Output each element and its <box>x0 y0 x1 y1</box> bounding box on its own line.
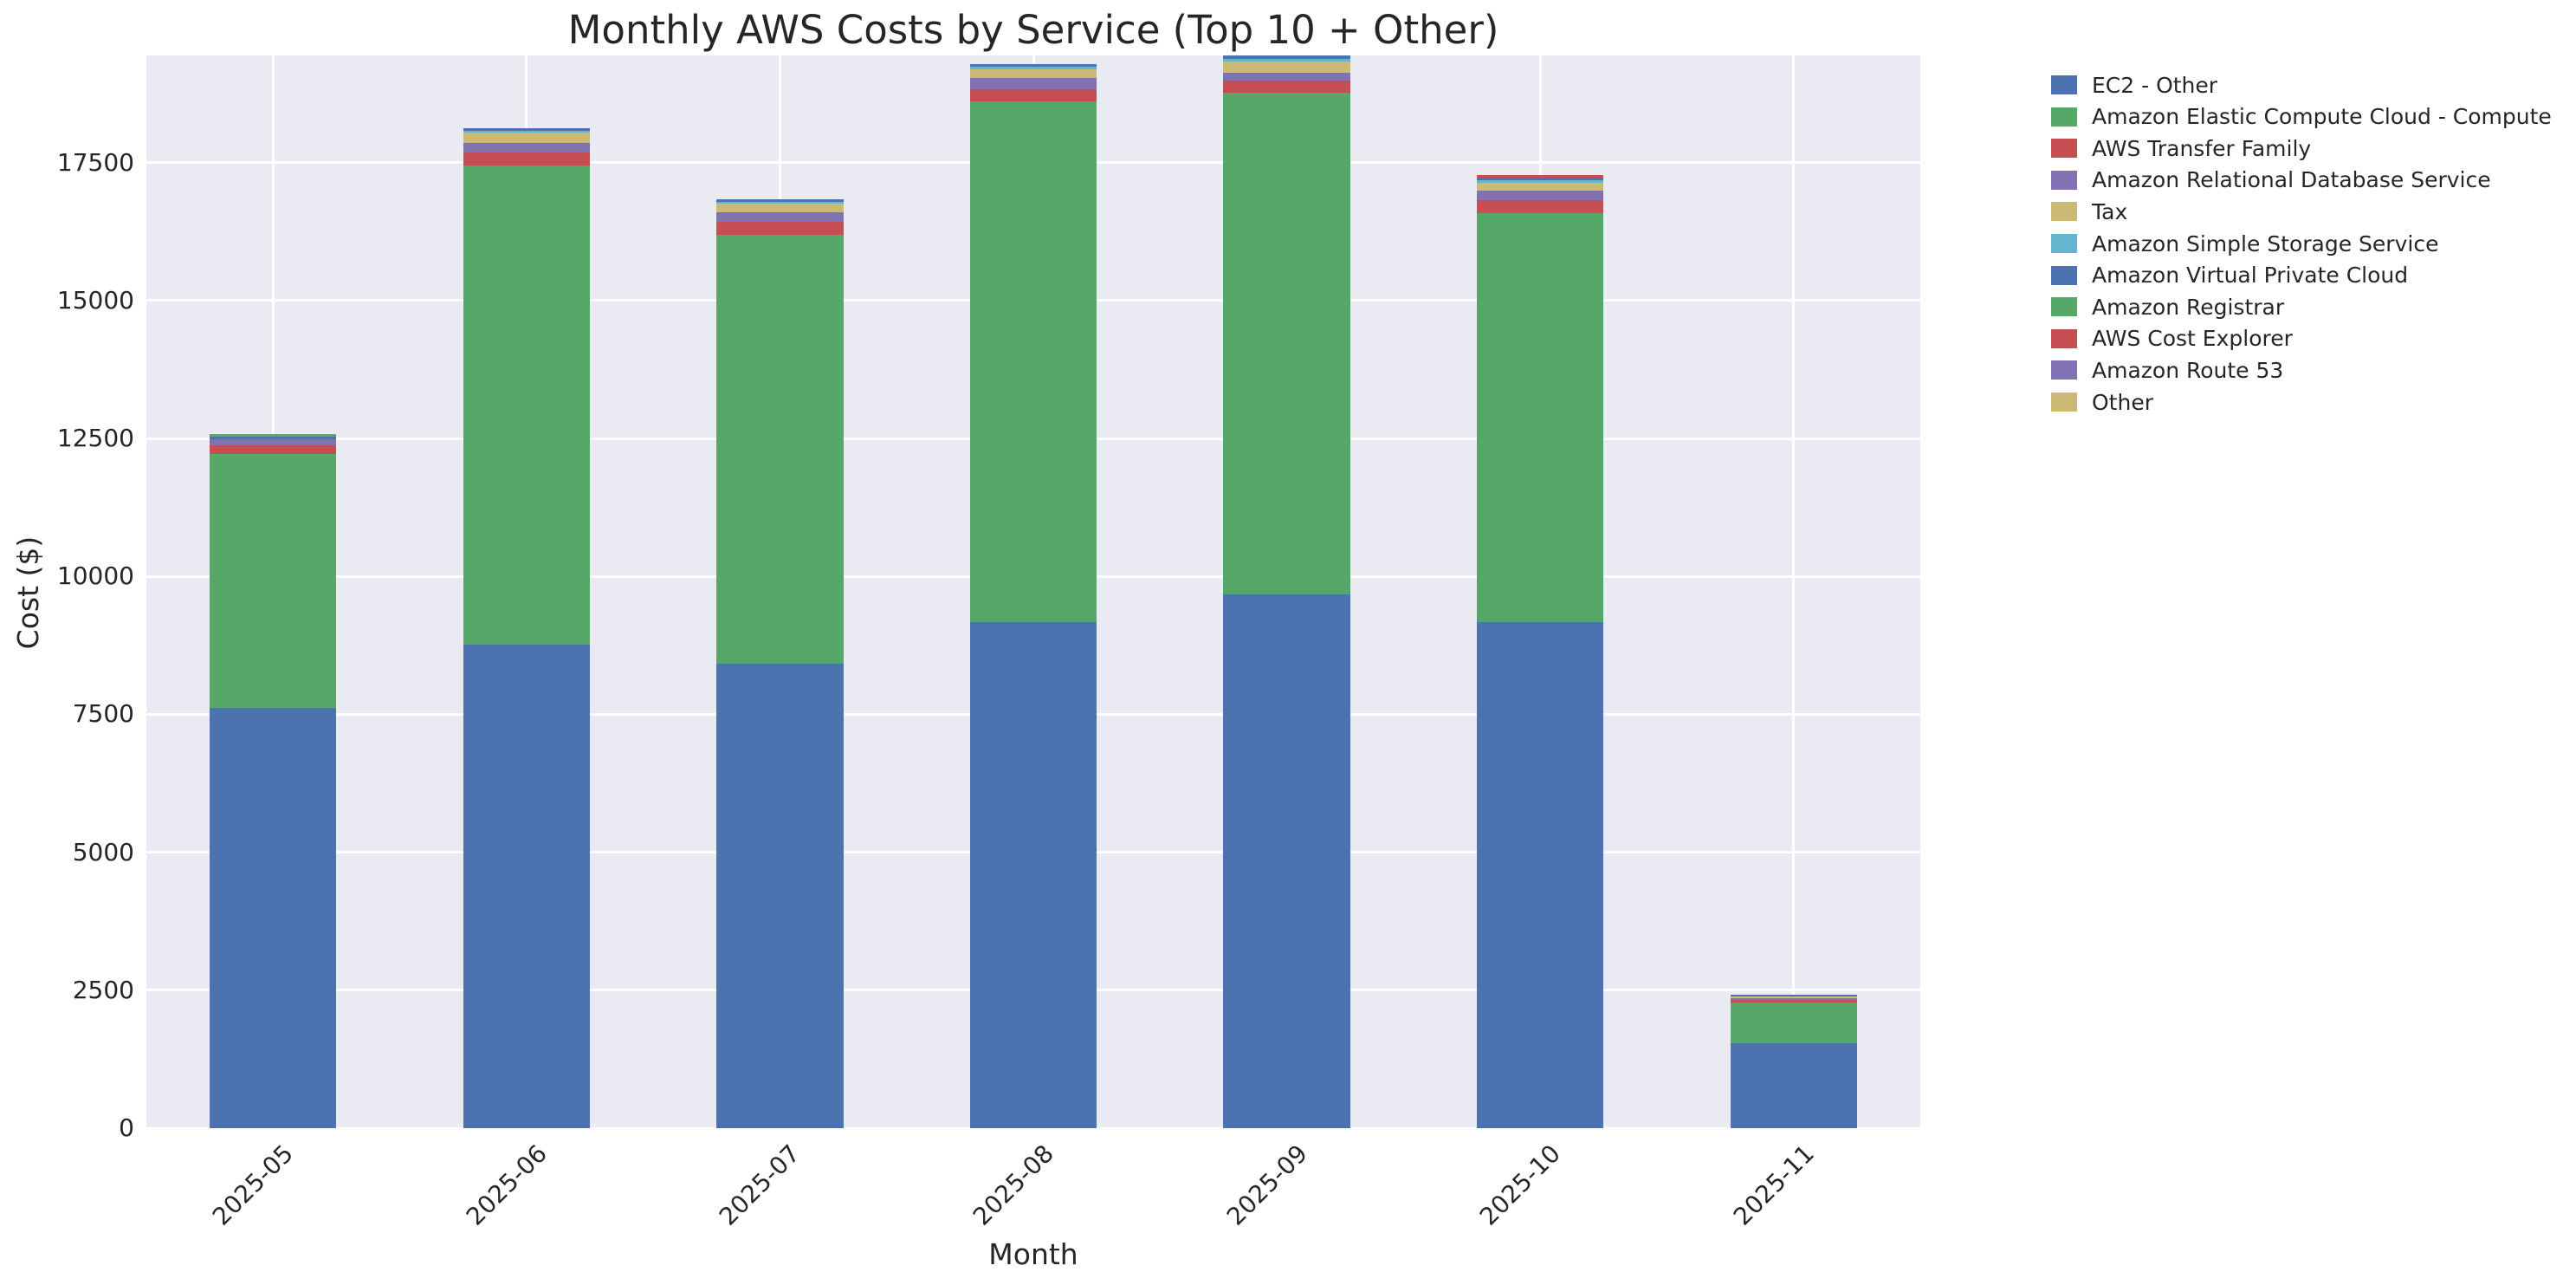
bar-segment <box>969 69 1097 79</box>
bar-segment <box>1477 175 1604 178</box>
legend-item: Amazon Virtual Private Cloud <box>2051 262 2408 289</box>
legend-item: Amazon Relational Database Service <box>2051 166 2491 194</box>
bar-segment <box>1223 59 1350 62</box>
legend-item: Tax <box>2051 198 2127 225</box>
bar-segment <box>210 445 337 455</box>
chart-title: Monthly AWS Costs by Service (Top 10 + O… <box>567 7 1499 53</box>
legend-label: Amazon Relational Database Service <box>2092 167 2491 193</box>
bar-segment <box>210 439 337 445</box>
legend-label: Amazon Route 53 <box>2092 357 2284 383</box>
legend-item: Other <box>2051 388 2153 416</box>
legend-label: AWS Cost Explorer <box>2092 326 2293 352</box>
legend-item: Amazon Elastic Compute Cloud - Compute <box>2051 103 2552 131</box>
legend-label: Amazon Virtual Private Cloud <box>2092 263 2409 289</box>
bar-segment <box>1477 183 1604 191</box>
bar-segment <box>716 212 844 223</box>
x-axis-label: Month <box>988 1237 1078 1271</box>
bar-segment <box>1477 180 1604 184</box>
legend-swatch <box>2051 297 2077 317</box>
bar-segment <box>1730 1043 1857 1128</box>
bar-segment <box>463 128 590 131</box>
legend-label: Amazon Elastic Compute Cloud - Compute <box>2092 104 2552 130</box>
bar-segment <box>463 165 590 645</box>
y-tick-label: 7500 <box>72 699 134 729</box>
bar-segment <box>1477 213 1604 623</box>
bar-segment <box>1730 996 1857 999</box>
bar-segment <box>716 664 844 1128</box>
legend-swatch <box>2051 202 2077 222</box>
bar-segment <box>716 203 844 213</box>
legend-swatch <box>2051 75 2077 94</box>
legend-swatch <box>2051 328 2077 348</box>
legend-label: Amazon Registrar <box>2092 294 2285 320</box>
bar-segment <box>1223 93 1350 595</box>
bar-segment <box>716 234 844 665</box>
legend-item: Amazon Simple Storage Service <box>2051 230 2438 257</box>
legend-label: Tax <box>2092 198 2128 224</box>
y-tick-label: 15000 <box>56 285 134 315</box>
bar-segment <box>969 101 1097 623</box>
plot-area <box>146 55 1920 1130</box>
bar-segment <box>969 622 1097 1128</box>
y-tick-label: 0 <box>119 1113 134 1142</box>
legend-label: Other <box>2092 389 2153 415</box>
y-tick-label: 12500 <box>56 424 134 453</box>
bar-segment <box>210 454 337 708</box>
y-axis-label: Cost ($) <box>11 535 45 650</box>
bar-segment <box>463 152 590 166</box>
y-tick-label: 17500 <box>56 147 134 177</box>
bar-segment <box>1730 1003 1857 1044</box>
bar-segment <box>969 67 1097 70</box>
bar-segment <box>1477 199 1604 214</box>
bar-segment <box>1223 73 1350 81</box>
bar-segment <box>1223 55 1350 59</box>
bar-segment <box>1477 622 1604 1128</box>
legend-swatch <box>2051 360 2077 380</box>
gridline-horizontal <box>146 1126 1920 1130</box>
legend-label: EC2 - Other <box>2092 72 2218 98</box>
bar-segment <box>969 78 1097 90</box>
bar-segment <box>210 437 337 440</box>
bar-segment <box>1477 177 1604 181</box>
bar-segment <box>969 64 1097 68</box>
bar-segment <box>716 222 844 235</box>
bar-segment <box>1730 994 1857 997</box>
legend-item: AWS Transfer Family <box>2051 134 2311 162</box>
y-tick-label: 5000 <box>72 837 134 866</box>
legend-item: AWS Cost Explorer <box>2051 325 2293 353</box>
bar-segment <box>716 198 844 202</box>
legend-swatch <box>2051 393 2077 412</box>
bar-segment <box>1730 998 1857 1001</box>
bar-segment <box>1223 62 1350 74</box>
bar-segment <box>463 130 590 133</box>
legend-swatch <box>2051 139 2077 159</box>
bar-segment <box>1223 81 1350 94</box>
legend-swatch <box>2051 234 2077 253</box>
y-tick-label: 2500 <box>72 975 134 1004</box>
bar-segment <box>1477 190 1604 200</box>
bar-segment <box>463 133 590 144</box>
bar-segment <box>1730 1000 1857 1003</box>
legend-label: AWS Transfer Family <box>2092 135 2312 161</box>
bar-segment <box>716 201 844 204</box>
bar-segment <box>1223 594 1350 1128</box>
legend-label: Amazon Simple Storage Service <box>2092 230 2439 256</box>
legend-swatch <box>2051 170 2077 190</box>
bar-segment <box>210 708 337 1128</box>
legend-item: Amazon Registrar <box>2051 293 2284 321</box>
gridline-vertical <box>1792 55 1796 1128</box>
bar-segment <box>969 89 1097 102</box>
legend-item: Amazon Route 53 <box>2051 356 2283 384</box>
bar-segment <box>210 434 337 438</box>
legend-item: EC2 - Other <box>2051 71 2217 99</box>
legend-swatch <box>2051 107 2077 127</box>
bar-segment <box>463 644 590 1128</box>
y-tick-label: 10000 <box>56 561 134 591</box>
bar-segment <box>463 143 590 153</box>
legend-swatch <box>2051 265 2077 285</box>
